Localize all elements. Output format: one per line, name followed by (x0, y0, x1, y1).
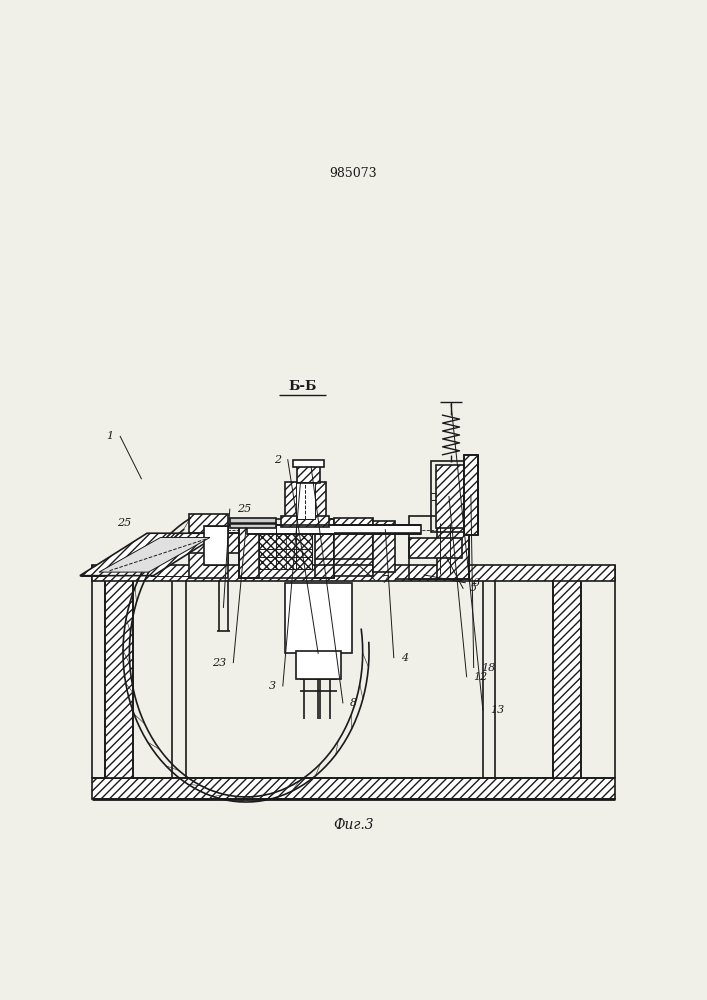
Bar (464, 455, 478, 535)
Bar (259, 525, 312, 569)
Text: 5: 5 (470, 583, 477, 593)
Bar (189, 533, 247, 553)
Text: Б-Б: Б-Б (288, 380, 317, 393)
Text: 6: 6 (472, 578, 479, 588)
Bar (296, 482, 315, 519)
Text: 23: 23 (212, 658, 226, 668)
Bar (92, 565, 615, 581)
Bar (409, 538, 462, 558)
Bar (189, 514, 228, 578)
Text: 18: 18 (481, 663, 495, 673)
Bar (105, 573, 133, 778)
Text: 13: 13 (490, 705, 504, 715)
Bar (286, 525, 312, 569)
Text: 25: 25 (237, 504, 251, 514)
Text: 1: 1 (106, 431, 113, 441)
Bar (281, 516, 329, 527)
Bar (293, 460, 324, 467)
Polygon shape (80, 533, 221, 576)
Text: 2: 2 (274, 455, 281, 465)
Bar (259, 525, 286, 569)
Bar (247, 525, 421, 534)
Text: 12: 12 (474, 672, 488, 682)
Text: 3: 3 (269, 681, 276, 691)
Bar (285, 482, 326, 519)
Text: 25: 25 (117, 518, 131, 528)
Text: 7: 7 (382, 575, 389, 585)
Bar (553, 573, 581, 778)
Polygon shape (99, 537, 210, 572)
Text: 8: 8 (350, 698, 357, 708)
Bar (230, 518, 276, 528)
Bar (436, 465, 464, 528)
Bar (296, 651, 341, 679)
Text: 985073: 985073 (329, 167, 378, 180)
Bar (92, 778, 615, 799)
Bar (285, 583, 352, 653)
Bar (409, 516, 469, 579)
Bar (239, 519, 334, 578)
Bar (437, 516, 469, 579)
Bar (464, 455, 478, 535)
Bar (373, 521, 395, 572)
Bar (334, 518, 373, 576)
Text: 4: 4 (401, 653, 408, 663)
Text: Фиг.3: Фиг.3 (333, 818, 374, 832)
Bar (297, 466, 320, 483)
Bar (431, 461, 469, 532)
Bar (315, 519, 334, 578)
Bar (239, 519, 259, 578)
Bar (204, 526, 228, 565)
